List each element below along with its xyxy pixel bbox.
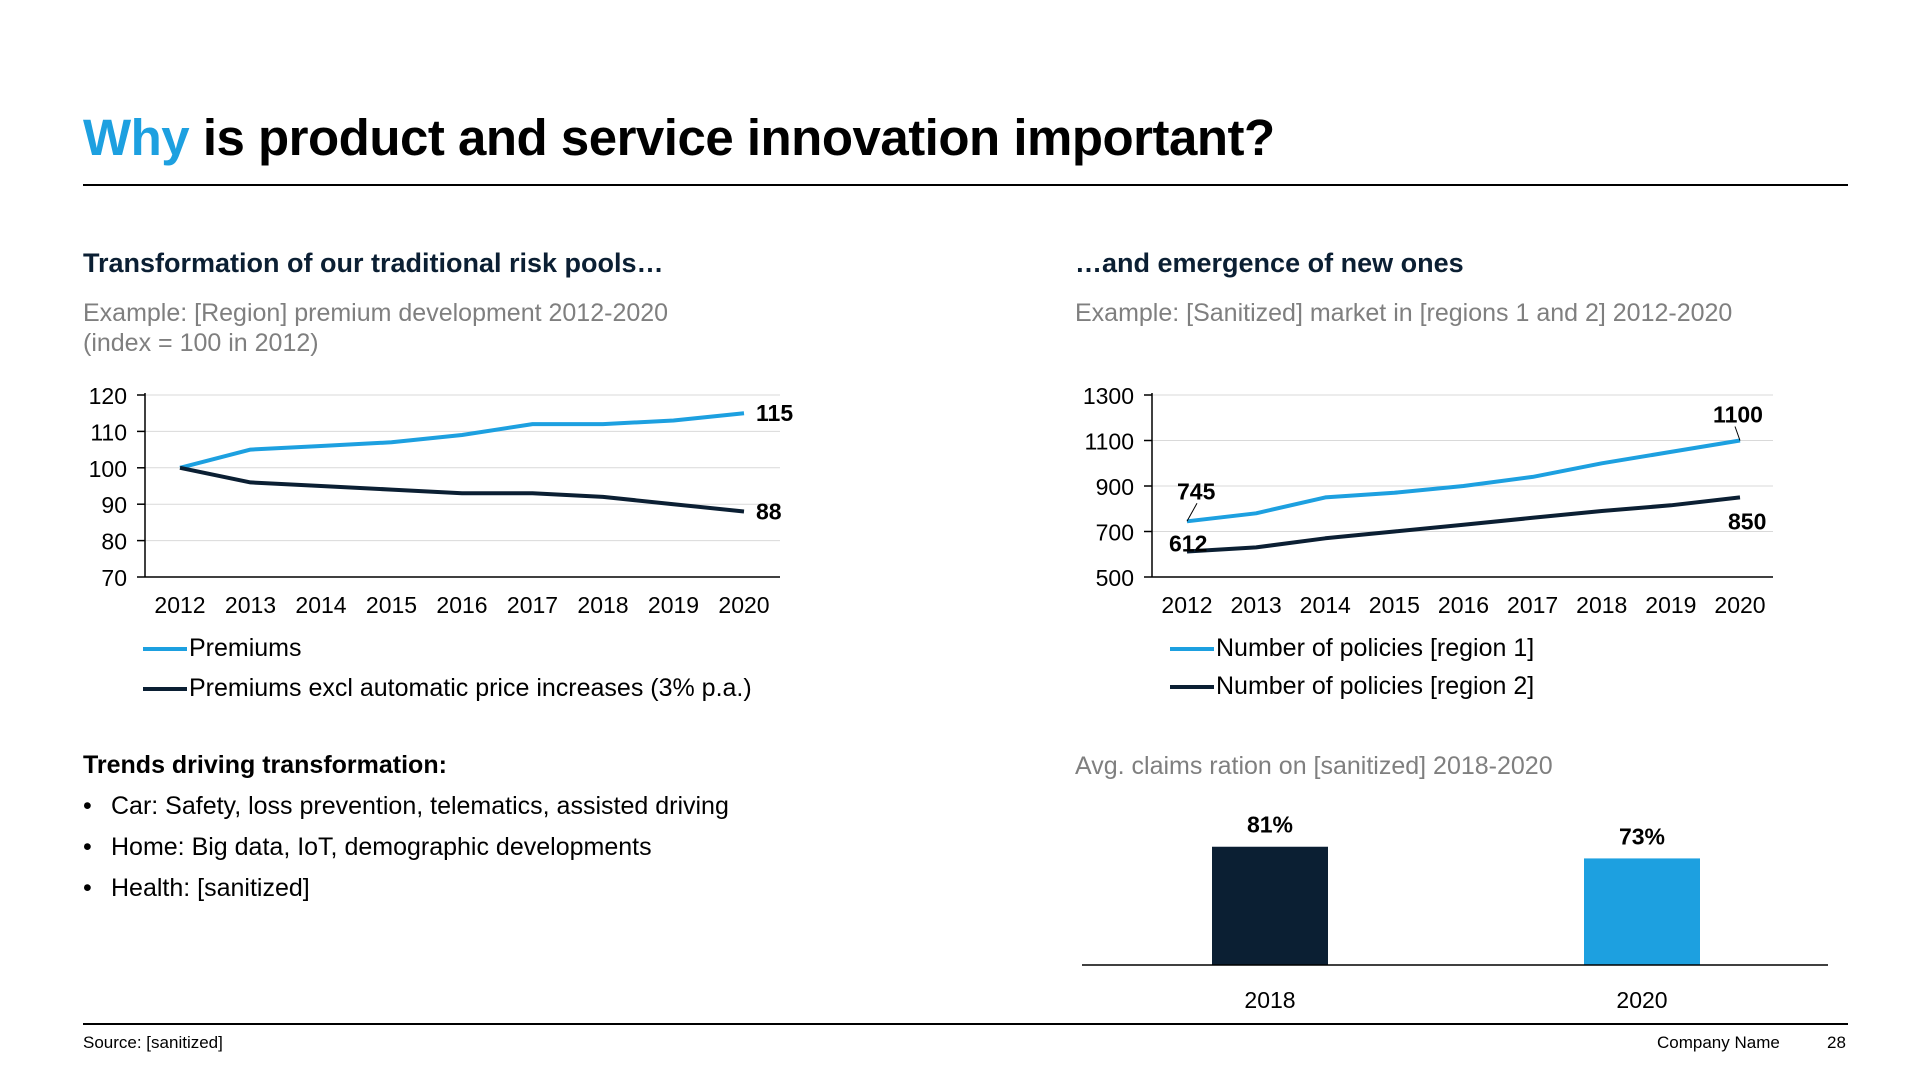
trends-list: Car: Safety, loss prevention, telematics…	[83, 786, 729, 909]
trends-title: Trends driving transformation:	[83, 751, 447, 779]
legend-premiums-excl-label: Premiums excl automatic price increases …	[189, 674, 752, 702]
c2-series-0-end-label: 1100	[1713, 402, 1763, 428]
c1-series-1-end-label: 88	[756, 498, 782, 524]
c1-xtick-label: 2013	[225, 592, 276, 618]
premium-line-chart: 120 110 100 90 80 70 2012 2013 2014 2015 2016 2017…	[89, 383, 794, 618]
c2-ytick-label: 500	[1096, 565, 1134, 591]
claims-category-label: 2018	[1244, 987, 1295, 1013]
c2-series-0-start-leader	[1186, 503, 1198, 522]
claims-bar-chart: 81% 73% 2018 2020	[1082, 812, 1828, 1013]
right-heading: …and emergence of new ones	[1075, 248, 1464, 278]
c2-xtick-label: 2017	[1507, 592, 1558, 618]
c2-xtick-label: 2019	[1645, 592, 1696, 618]
trend-item-health: Health: [sanitized]	[83, 868, 729, 909]
bar-chart-subtitle: Avg. claims ration on [sanitized] 2018-2…	[1075, 752, 1553, 780]
right-subtitle: Example: [Sanitized] market in [regions …	[1075, 299, 1733, 327]
c2-series-line-0	[1186, 438, 1741, 524]
c2-xtick-label: 2015	[1369, 592, 1420, 618]
c2-series-0-end-leader	[1734, 426, 1741, 441]
c2-xtick-label: 2016	[1438, 592, 1489, 618]
legend-premiums-excl-swatch	[143, 686, 187, 691]
c2-ytick-label: 1100	[1085, 429, 1134, 455]
c1-ytick-label: 110	[90, 419, 127, 445]
legend-region1-swatch	[1170, 646, 1214, 651]
c1-xtick-label: 2018	[577, 592, 628, 618]
page-title-accent: Why	[83, 109, 190, 166]
page-title: Why is product and service innovation im…	[83, 108, 1275, 167]
c2-xtick-label: 2014	[1300, 592, 1351, 618]
c2-xtick-label: 2013	[1231, 592, 1282, 618]
c1-xtick-label: 2016	[436, 592, 487, 618]
legend-premiums: Premiums	[143, 634, 302, 663]
claims-bar-2018	[1212, 846, 1328, 965]
claims-category-label: 2020	[1616, 987, 1667, 1013]
c1-series-0-end-label: 115	[756, 400, 793, 426]
policies-line-chart: 1300 1100 900 700 500 2012 2013 2014 2015 2016 20…	[1083, 383, 1773, 618]
legend-premiums-label: Premiums	[189, 634, 302, 662]
c2-series-line-1	[1186, 495, 1741, 554]
c1-xtick-label: 2019	[648, 592, 699, 618]
left-subtitle-line2: (index = 100 in 2012)	[83, 329, 319, 357]
c1-xtick-label: 2012	[154, 592, 205, 618]
c2-series-1-start-label: 612	[1169, 531, 1207, 557]
legend-premiums-excl: Premiums excl automatic price increases …	[143, 674, 752, 703]
c1-xtick-label: 2017	[507, 592, 558, 618]
c2-ytick-label: 700	[1096, 520, 1134, 546]
legend-premiums-swatch	[143, 646, 187, 651]
title-divider	[83, 184, 1848, 186]
c2-series-0-start-label: 745	[1177, 478, 1216, 504]
c1-series-line-1	[179, 465, 745, 514]
c1-ytick-label: 70	[101, 565, 127, 591]
left-heading: Transformation of our traditional risk p…	[83, 248, 664, 278]
company-name: Company Name	[1657, 1033, 1780, 1052]
source-note: Source: [sanitized]	[83, 1033, 223, 1052]
c1-ytick-label: 100	[89, 456, 127, 482]
c1-ytick-label: 90	[101, 492, 127, 518]
trend-item-car: Car: Safety, loss prevention, telematics…	[83, 786, 729, 827]
page-title-rest: is product and service innovation import…	[189, 109, 1275, 166]
left-subtitle: Example: [Region] premium development 20…	[83, 298, 668, 358]
c2-xtick-label: 2020	[1714, 592, 1765, 618]
page-number: 28	[1827, 1033, 1846, 1052]
legend-region1-label: Number of policies [region 1]	[1216, 634, 1535, 662]
legend-region1: Number of policies [region 1]	[1170, 634, 1534, 663]
c2-ytick-label: 900	[1096, 474, 1134, 500]
c2-xtick-label: 2012	[1161, 592, 1212, 618]
claims-bar-value-label: 81%	[1247, 812, 1293, 838]
c1-xtick-label: 2014	[295, 592, 346, 618]
c2-ytick-label: 1300	[1083, 383, 1134, 409]
claims-bar-value-label: 73%	[1619, 823, 1665, 849]
c2-xtick-label: 2018	[1576, 592, 1627, 618]
legend-region2: Number of policies [region 2]	[1170, 672, 1534, 701]
c1-xtick-label: 2015	[366, 592, 417, 618]
claims-bar-2020	[1584, 858, 1700, 965]
trend-item-home: Home: Big data, IoT, demographic develop…	[83, 827, 729, 868]
footer-divider	[83, 1023, 1848, 1025]
left-subtitle-line1: Example: [Region] premium development 20…	[83, 299, 669, 327]
c1-ytick-label: 80	[101, 529, 127, 555]
c1-ytick-label: 120	[89, 383, 127, 409]
c1-series-line-0	[179, 411, 745, 470]
legend-region2-swatch	[1170, 684, 1214, 689]
c2-series-1-end-label: 850	[1728, 508, 1766, 534]
c1-xtick-label: 2020	[718, 592, 769, 618]
legend-region2-label: Number of policies [region 2]	[1216, 672, 1535, 700]
